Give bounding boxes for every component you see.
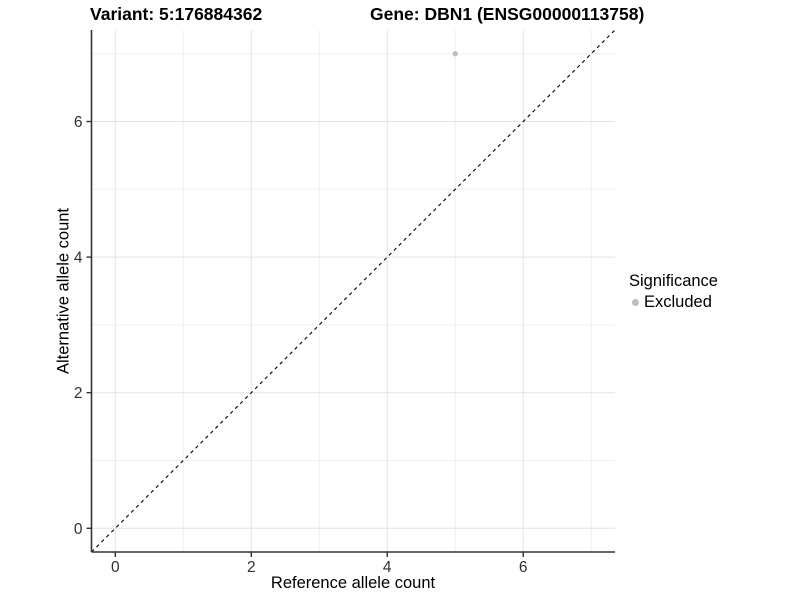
x-tick-label: 6 [519, 559, 528, 576]
x-tick-label: 4 [383, 559, 392, 576]
y-tick-label: 6 [74, 114, 83, 131]
y-axis-title: Alternative allele count [54, 207, 73, 375]
plot-title-variant: Variant: 5:176884362 [90, 4, 263, 24]
data-point [452, 51, 458, 57]
x-axis-title: Reference allele count [270, 574, 436, 592]
plot-title-gene: Gene: DBN1 (ENSG00000113758) [370, 4, 645, 24]
legend: Significance Excluded [629, 271, 718, 313]
legend-title: Significance [629, 272, 718, 290]
legend-item-label: Excluded [644, 293, 712, 311]
x-tick-label: 2 [247, 559, 256, 576]
legend-point-icon [632, 299, 639, 306]
identity-dashed-line [91, 29, 616, 553]
y-tick-label: 4 [74, 250, 83, 267]
y-tick-label: 0 [74, 521, 83, 538]
y-tick-label: 2 [74, 385, 83, 402]
x-tick-label: 0 [111, 559, 120, 576]
legend-item-excluded: Excluded [629, 292, 718, 313]
